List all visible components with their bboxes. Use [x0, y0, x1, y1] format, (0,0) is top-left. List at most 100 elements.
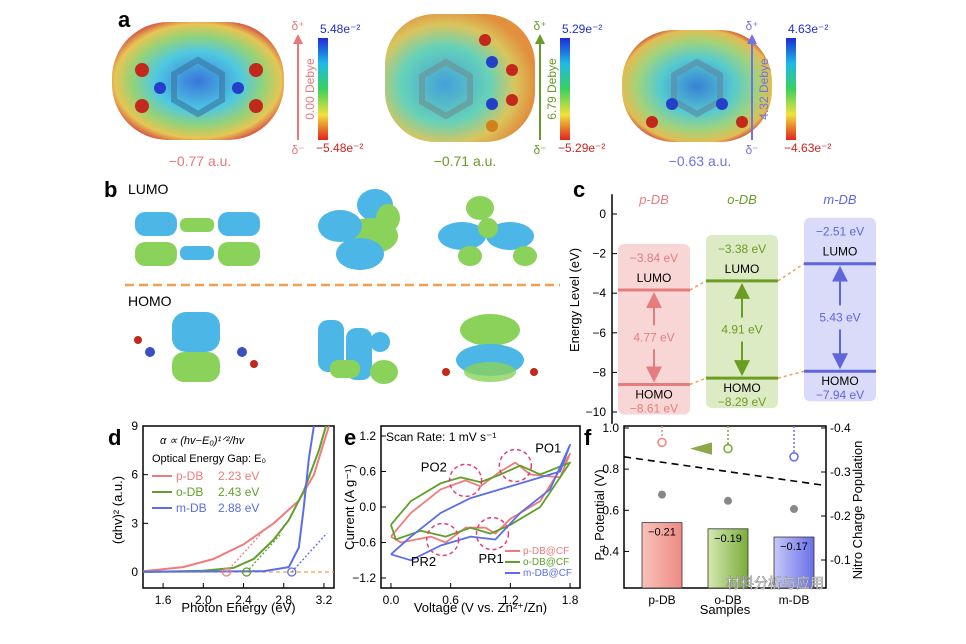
- peak-marker: [425, 522, 460, 557]
- column-title: m-DB: [823, 192, 857, 207]
- d-xtick-label: 2.8: [275, 593, 292, 607]
- lumo-value: −3.38 eV: [718, 242, 766, 256]
- f-xtick-label: o-DB: [714, 593, 741, 607]
- energy-axis: 0 −2 −4 −6 −8 −10 Energy Level (eV): [567, 194, 617, 424]
- lumo-connector: [777, 263, 805, 282]
- level-box-o-DB: [706, 234, 778, 409]
- tauc-curve-m-DB: [142, 425, 315, 573]
- cv-curve-o-DB@CF: [390, 461, 571, 541]
- d-xtick-label: 2.4: [235, 593, 252, 607]
- f-ytick-left-label: 0.4: [602, 544, 619, 558]
- homo-value: −8.61 eV: [630, 401, 678, 415]
- charge-point: [657, 437, 667, 448]
- d-xlabel: Photon Energy (eV): [181, 600, 295, 615]
- peak-label: PO1: [535, 441, 561, 456]
- dipole-arrowhead-1: [535, 34, 545, 44]
- potential-bar-chart: 1.0 0.8 0.6 0.4 -0.4 -0.3 -0.2 -0.1 Pᵣ₁ Potentia…: [592, 421, 865, 617]
- esp-map-o-db: [385, 14, 535, 142]
- eg-marker-o-DB: [241, 567, 252, 577]
- charge-point: [723, 443, 733, 454]
- tangent-m-DB: [291, 532, 328, 573]
- homo-connector: [689, 377, 707, 386]
- e-xtick-label: 0.0: [383, 593, 400, 607]
- lumo-connector: [689, 280, 707, 291]
- d-frame: [142, 425, 335, 589]
- panel-label-e: e: [344, 425, 356, 450]
- f-ytick-left-label: 1.0: [602, 421, 619, 435]
- c-ytick-label: 0: [599, 207, 606, 221]
- d-ytick-label: 9: [131, 419, 138, 433]
- e-xtick-label: 1.2: [502, 593, 519, 607]
- delta-minus-1: δ⁻: [533, 143, 546, 157]
- d-legend-name: o-DB: [176, 485, 203, 499]
- homo-value: −8.29 eV: [718, 395, 766, 409]
- eg-marker-p-DB: [221, 567, 232, 577]
- d-xtick-label: 1.6: [155, 593, 172, 607]
- e-legend-name: p-DB@CF: [523, 546, 569, 557]
- e-ytick-label: 0.0: [359, 500, 376, 514]
- color-scale-2: [786, 38, 796, 140]
- cv-curve-m-DB@CF: [390, 444, 571, 562]
- d-legend-name: m-DB: [176, 501, 207, 515]
- d-ylabel: (αhv)² (a.u.): [110, 476, 125, 544]
- homo-label: HOMO: [128, 293, 172, 309]
- e-legend-name: m-DB@CF: [523, 568, 572, 579]
- lumo-text: LUMO: [725, 262, 760, 276]
- homo-text: HOMO: [723, 381, 760, 395]
- molecule-icon: [724, 496, 732, 505]
- c-ytick-label: −10: [586, 405, 607, 419]
- d-xtick-label: 2.0: [195, 593, 212, 607]
- tauc-plot: 1.6 2.0 2.4 2.8 3.2 0 3 6 9 Photon Energy (eV) (αh…: [110, 419, 335, 615]
- d-legend-value: 2.88 eV: [218, 501, 259, 515]
- dipole-arrowhead-2: [747, 34, 757, 44]
- esp-map-m-db: [622, 30, 772, 142]
- bar-value: −0.19: [714, 533, 742, 545]
- lumo-value: −3.84 eV: [630, 251, 678, 265]
- watermark: 材料分析与应用: [726, 575, 824, 591]
- peak-label: PR1: [479, 551, 504, 566]
- dipole-moment-2: 4.32 Debye: [757, 58, 771, 120]
- d-xtick-label: 3.2: [316, 593, 333, 607]
- dipole-moment-0: 0.00 Debye: [303, 58, 317, 120]
- scale-min-1: −5.29e⁻²: [558, 141, 605, 155]
- orbital-homo-m-db: [442, 314, 538, 382]
- orbital-lumo-o-db: [318, 189, 400, 270]
- scale-max-2: 4.63e⁻²: [788, 22, 828, 36]
- panel-label-d: d: [108, 425, 121, 450]
- molecule-icon: [658, 490, 666, 499]
- orbital-homo-p-db: [134, 312, 258, 382]
- f-xtick-label: p-DB: [648, 593, 675, 607]
- dipole-moment-1: 6.79 Debye: [545, 58, 559, 120]
- e-ylabel: Current (A g⁻¹): [342, 464, 357, 550]
- e-ytick-label: −1.2: [352, 571, 376, 585]
- orbital-lumo-m-db: [438, 196, 537, 266]
- lumo-label: LUMO: [128, 181, 169, 197]
- homo-connector: [777, 370, 805, 379]
- peak-marker: [475, 516, 510, 551]
- bar-m-DB: [773, 536, 815, 589]
- e-scan-rate: Scan Rate: 1 mV s⁻¹: [386, 430, 496, 444]
- bar-o-DB: [707, 528, 749, 589]
- lumo-value: −2.51 eV: [816, 225, 864, 239]
- c-ytick-label: −2: [592, 247, 606, 261]
- orbital-homo-o-db: [318, 320, 398, 384]
- d-ytick-label: 0: [131, 565, 138, 579]
- f-xtick-label: m-DB: [779, 593, 810, 607]
- c-ytick-label: −8: [592, 365, 606, 379]
- d-legend-value: 2.43 eV: [218, 485, 259, 499]
- peak-label: PR2: [411, 554, 436, 569]
- e-ytick-label: 1.2: [359, 429, 376, 443]
- panel-label-b: b: [104, 177, 117, 202]
- f-ytick-right-label: -0.4: [830, 421, 851, 435]
- gap-value: 4.77 eV: [633, 330, 674, 344]
- peak-marker: [498, 448, 533, 483]
- column-title: p-DB: [638, 192, 669, 207]
- molecule-icon: [790, 505, 798, 514]
- panel-label-a: a: [118, 7, 131, 32]
- cv-curve-p-DB@CF: [390, 452, 571, 544]
- e-ytick-label: 0.6: [359, 465, 376, 479]
- nitro-charge-2: −0.63 a.u.: [669, 153, 732, 169]
- d-legend-value: 2.23 eV: [218, 469, 259, 483]
- direction-arrow: [690, 442, 712, 455]
